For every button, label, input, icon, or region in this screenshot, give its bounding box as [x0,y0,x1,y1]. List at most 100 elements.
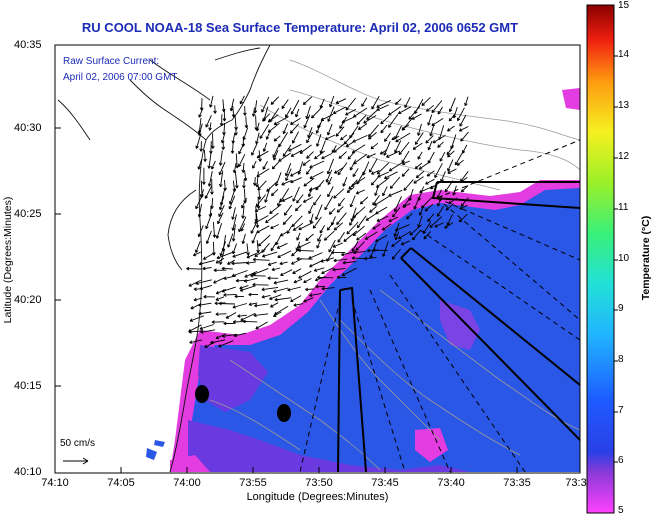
current-arrow [363,256,377,261]
current-arrow [228,195,236,210]
current-arrow [313,194,322,206]
current-arrow [389,176,401,189]
transect-boxes [337,181,581,473]
current-arrow [254,215,269,224]
current-arrow [261,251,278,258]
current-arrow [295,241,301,251]
current-arrow [336,212,347,226]
current-arrow [215,312,227,317]
current-arrow [439,151,446,162]
current-arrow [345,141,355,147]
current-arrow [298,221,314,231]
current-arrow [333,188,345,199]
current-arrow [386,150,401,158]
current-arrow [460,197,469,207]
current-arrow [213,277,225,284]
current-arrow [293,303,304,307]
current-arrow [273,311,282,317]
colorbar-tick-label: 14 [618,49,630,60]
current-arrow [291,131,299,144]
current-arrow [434,222,444,228]
current-arrow [394,231,400,241]
current-arrow [232,243,238,255]
current-arrow [223,275,237,280]
current-arrow [262,160,268,170]
current-arrow [270,241,277,252]
current-arrow [436,205,445,217]
current-arrow [311,106,324,119]
current-arrow [315,133,322,147]
current-arrow [287,286,302,292]
current-arrow [456,159,464,166]
current-arrow [306,131,313,144]
current-arrow [359,196,369,205]
current-arrow [261,286,279,292]
current-arrow [361,97,368,107]
current-arrow [308,185,321,192]
current-arrow [317,275,334,280]
current-arrow [219,241,227,257]
current-arrow [309,293,322,298]
current-arrow [252,160,257,169]
current-arrow [302,159,311,166]
current-arrow [346,186,355,193]
current-arrow [370,142,379,150]
current-arrow [414,162,423,170]
sst-warm-patch [170,455,210,472]
current-arrow [426,170,435,177]
current-arrow [429,216,443,228]
current-arrow [231,207,236,220]
current-arrow [252,267,269,276]
current-arrow [342,176,348,187]
current-arrow [460,185,469,193]
current-arrow [211,160,216,170]
current-arrow [203,294,215,299]
current-arrow [464,96,469,107]
current-arrow [273,135,281,142]
current-arrow [366,153,376,159]
current-arrow [231,214,237,231]
current-arrow [281,195,293,202]
current-arrow [375,234,388,243]
current-arrow [326,158,335,175]
current-arrow [278,152,291,162]
current-arrow [207,152,212,169]
colorbar-tick-label: 9 [618,303,624,314]
current-arrow [271,267,281,272]
current-arrow [376,215,389,222]
current-arrow [221,266,233,271]
current-arrow [267,114,279,123]
current-arrow [205,230,212,245]
current-arrow [321,152,333,160]
current-arrow [296,256,313,261]
current-arrow [341,267,357,277]
current-arrow [193,297,203,302]
current-arrow [437,141,444,148]
current-arrow [254,303,269,308]
current-arrow [312,216,322,229]
current-arrow [297,248,314,253]
current-arrow [326,123,333,136]
current-arrow [243,277,258,283]
current-arrow [267,261,277,266]
current-arrow [398,141,410,156]
current-arrow [199,141,203,152]
current-arrow [458,126,469,132]
sst-water [188,188,580,472]
current-arrow [418,206,425,216]
current-arrow [444,222,454,229]
colorbar-tick-label: 12 [618,151,630,162]
current-arrow [267,276,279,280]
current-arrow [320,257,335,263]
current-arrow [205,115,212,128]
current-arrow [334,167,344,174]
x-axis-title: Longitude (Degrees:Minutes) [246,491,389,503]
current-arrow [276,242,288,249]
current-arrow [265,131,271,140]
y-axis-title: Latitude (Degrees:Minutes) [2,196,14,324]
current-arrow [391,239,402,248]
current-arrow [243,105,247,116]
current-arrow [285,168,292,182]
current-arrow [198,302,212,307]
current-arrow [215,258,225,264]
